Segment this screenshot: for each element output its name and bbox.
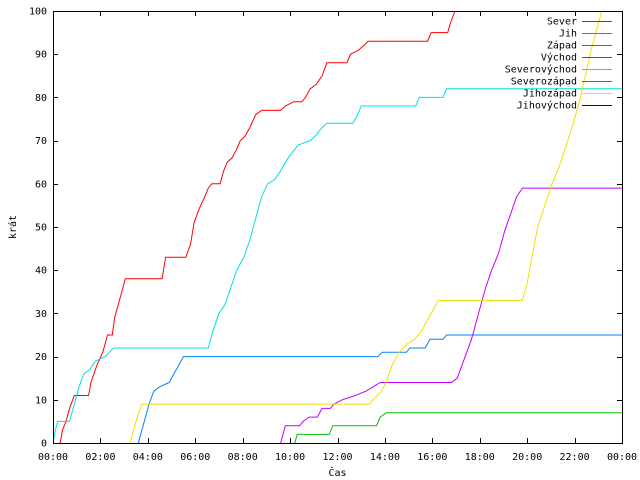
x-tick-label: 18:00 — [465, 452, 495, 463]
legend-label: Jih — [559, 29, 577, 40]
legend-label: Západ — [547, 40, 577, 52]
series-line-4 — [280, 187, 622, 444]
y-tick-label: 50 — [35, 223, 47, 234]
axis-ticks: 00:00 02:00 04:00 06:00 08:00 10:00 12:00 14:00… — [29, 7, 637, 464]
x-tick-label: 12:00 — [322, 452, 352, 463]
series-line-5 — [53, 88, 622, 444]
x-tick-label: 14:00 — [370, 452, 400, 463]
y-tick-label: 80 — [35, 93, 47, 104]
y-tick-label: 60 — [35, 179, 47, 190]
x-tick-label: 16:00 — [417, 452, 447, 463]
series-line-7 — [129, 11, 603, 444]
y-tick-label: 20 — [35, 352, 47, 363]
legend-label: Severovýchod — [505, 64, 577, 76]
legend-label: Východ — [541, 52, 577, 64]
series-line-2 — [294, 412, 622, 444]
legend-label: Severozápad — [511, 76, 577, 88]
y-axis-label: krát — [7, 215, 19, 239]
x-tick-label: 10:00 — [275, 452, 305, 463]
y-tick-label: 0 — [41, 439, 47, 450]
x-tick-label: 20:00 — [512, 452, 542, 463]
y-tick-label: 30 — [35, 309, 47, 320]
x-tick-label: 06:00 — [180, 452, 210, 463]
legend: SeverJihZápadVýchodSeverovýchodSeverozáp… — [505, 17, 612, 112]
x-tick-label: 04:00 — [133, 452, 163, 463]
y-tick-label: 100 — [29, 7, 47, 18]
y-tick-label: 10 — [35, 395, 47, 406]
y-tick-label: 40 — [35, 266, 47, 277]
x-tick-label: 00:00 — [607, 452, 637, 463]
x-tick-label: 02:00 — [85, 452, 115, 463]
x-axis-label: Čas — [328, 466, 346, 479]
x-tick-label: 22:00 — [560, 452, 590, 463]
x-tick-label: 08:00 — [228, 452, 258, 463]
y-tick-label: 90 — [35, 50, 47, 61]
series-line-1 — [59, 11, 456, 444]
x-tick-label: 00:00 — [38, 452, 68, 463]
legend-label: Jihovýchod — [517, 100, 577, 112]
series-layer — [53, 11, 622, 444]
legend-label: Sever — [547, 17, 577, 28]
y-tick-label: 70 — [35, 136, 47, 147]
legend-label: Jihozápad — [523, 88, 577, 100]
